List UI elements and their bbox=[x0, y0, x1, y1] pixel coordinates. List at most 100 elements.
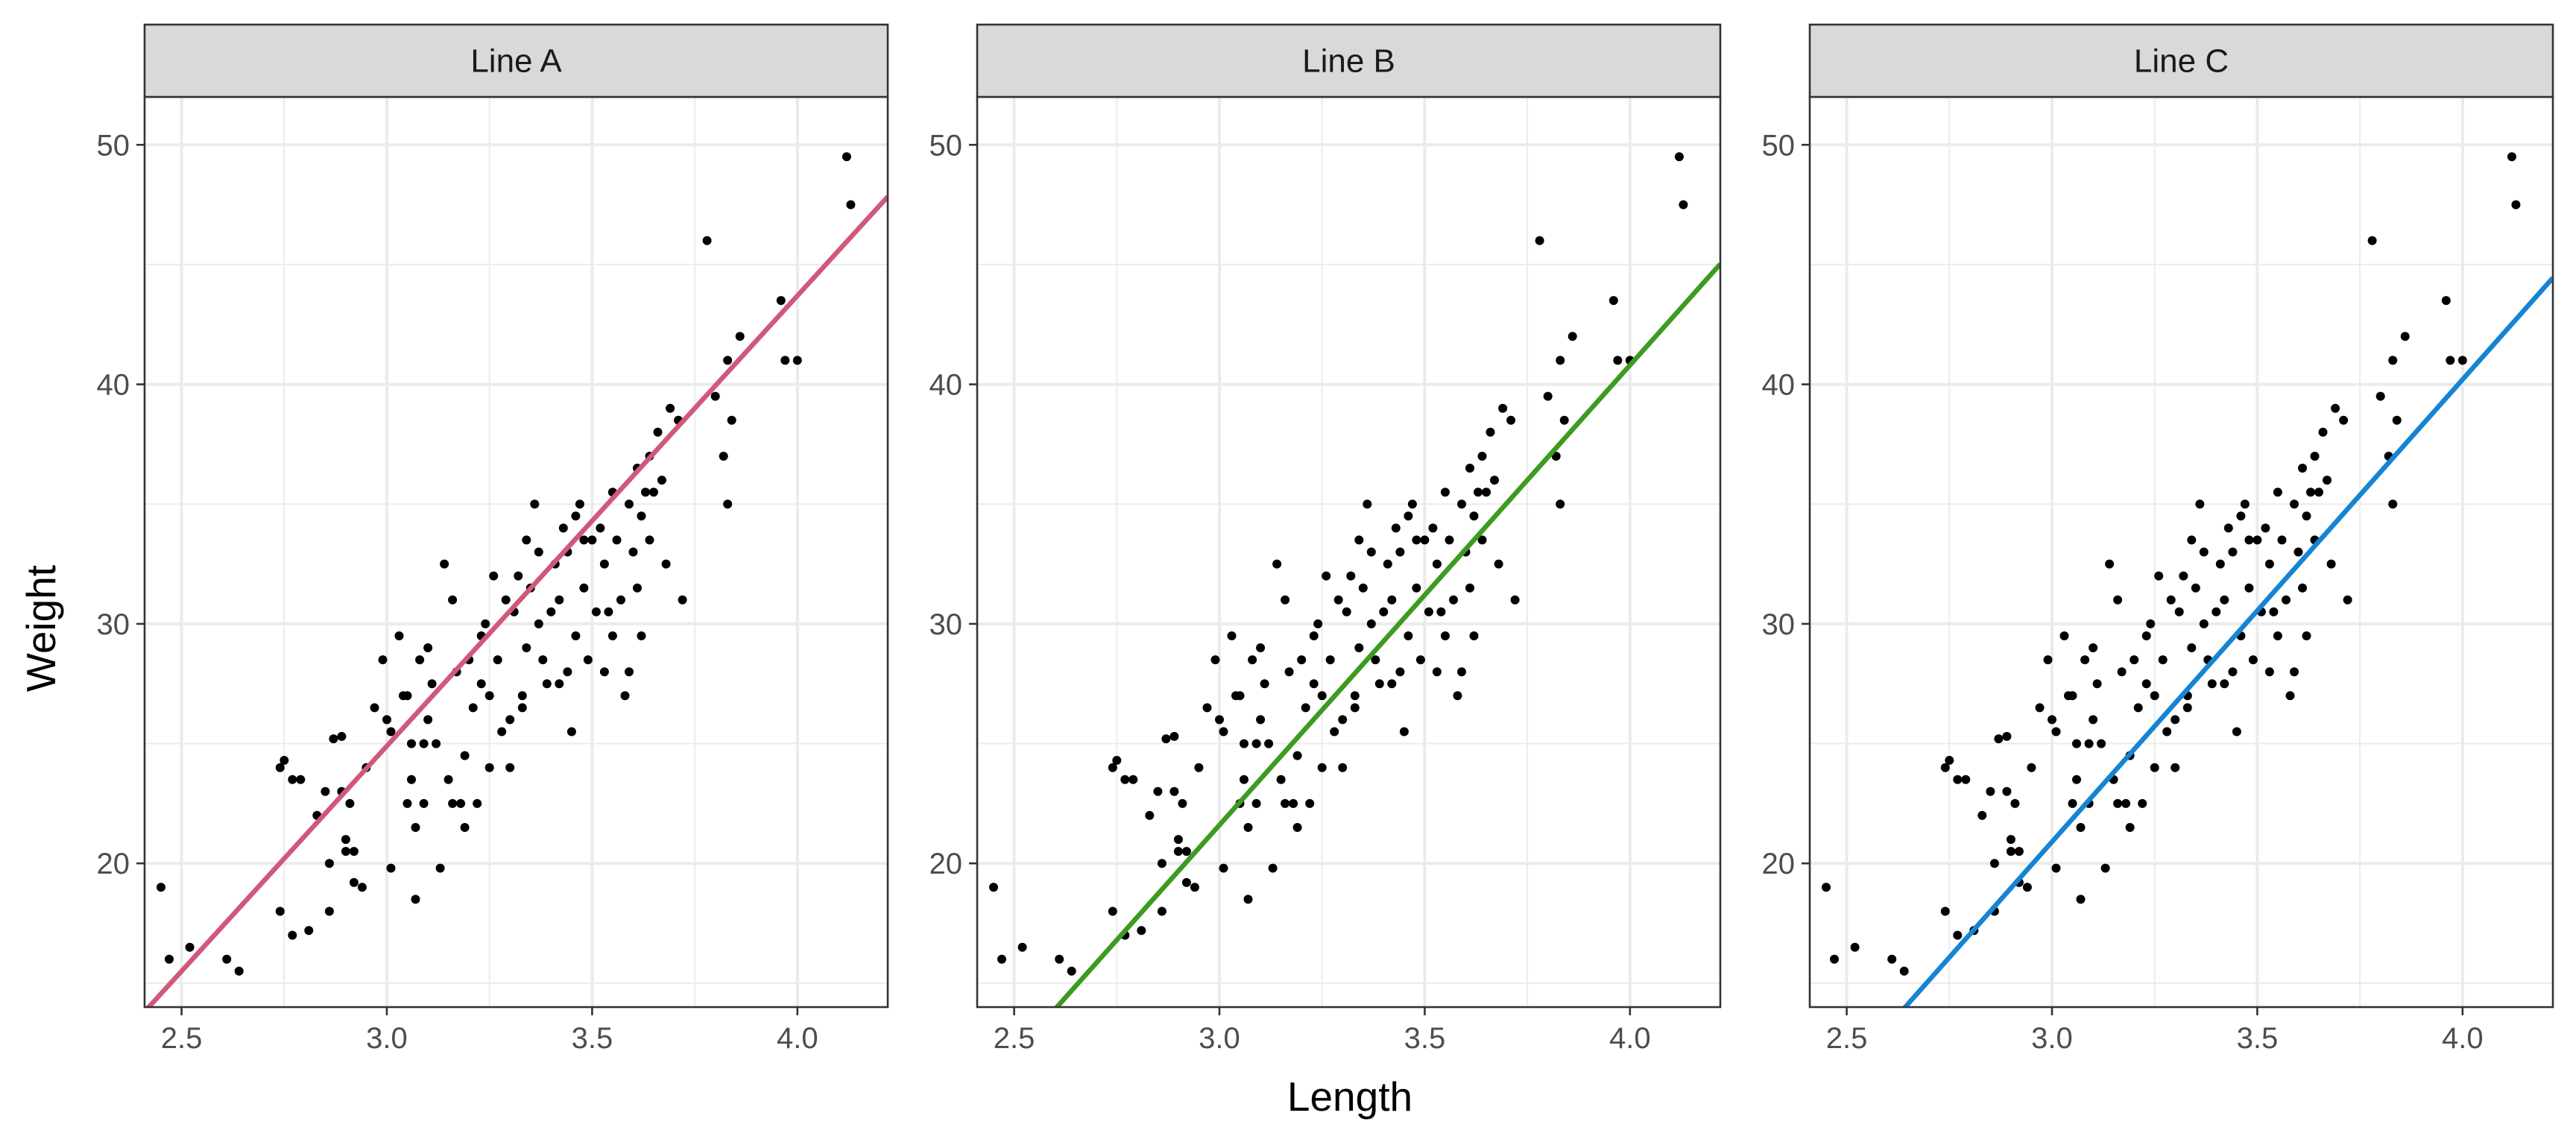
data-point bbox=[1350, 691, 1360, 701]
data-point bbox=[649, 488, 658, 497]
data-point bbox=[2261, 523, 2270, 533]
data-point bbox=[468, 703, 478, 713]
data-point bbox=[2187, 535, 2197, 545]
data-point bbox=[1128, 775, 1138, 784]
data-point bbox=[1281, 595, 1290, 605]
data-point bbox=[1178, 798, 1187, 808]
data-point bbox=[558, 523, 568, 533]
data-point bbox=[2002, 786, 2012, 796]
data-point bbox=[2014, 847, 2024, 857]
data-point bbox=[2302, 631, 2311, 640]
data-point bbox=[2220, 595, 2229, 605]
data-point bbox=[222, 954, 232, 964]
data-point bbox=[378, 655, 388, 665]
data-point bbox=[1371, 655, 1380, 665]
data-point bbox=[1407, 499, 1417, 509]
data-point bbox=[341, 847, 350, 857]
data-point bbox=[1112, 756, 1122, 765]
data-point bbox=[566, 727, 576, 736]
data-point bbox=[1169, 731, 1179, 741]
data-point bbox=[349, 847, 359, 857]
data-point bbox=[1276, 775, 1286, 784]
data-point bbox=[460, 823, 470, 832]
y-tick-label: 20 bbox=[97, 848, 130, 880]
data-point bbox=[2113, 798, 2123, 808]
data-point bbox=[185, 942, 195, 952]
data-point bbox=[1173, 847, 1183, 857]
data-point bbox=[2457, 356, 2467, 365]
data-point bbox=[2318, 427, 2328, 437]
data-point bbox=[1432, 559, 1442, 569]
data-point bbox=[1108, 763, 1117, 772]
fit-line bbox=[1053, 262, 1720, 1007]
data-point bbox=[1363, 499, 1372, 509]
data-point bbox=[157, 883, 165, 892]
data-point bbox=[2154, 571, 2164, 581]
data-point bbox=[666, 403, 675, 413]
data-point bbox=[2282, 595, 2291, 605]
data-point bbox=[645, 535, 654, 545]
data-point bbox=[1395, 547, 1405, 557]
y-tick-label: 40 bbox=[1762, 369, 1796, 402]
data-point bbox=[1194, 763, 1204, 772]
y-tick-label: 50 bbox=[97, 129, 130, 162]
data-point bbox=[530, 499, 540, 509]
data-point bbox=[723, 356, 733, 365]
data-point bbox=[1289, 798, 1298, 808]
data-point bbox=[1391, 523, 1401, 533]
data-point bbox=[1415, 655, 1425, 665]
data-point bbox=[628, 547, 638, 557]
data-point bbox=[1953, 930, 1963, 940]
data-point bbox=[1432, 667, 1442, 677]
data-point bbox=[1899, 966, 1909, 976]
data-point bbox=[2367, 236, 2377, 245]
data-point bbox=[1153, 786, 1163, 796]
data-point bbox=[493, 655, 502, 665]
data-point bbox=[1354, 535, 1364, 545]
data-point bbox=[1490, 476, 1499, 485]
data-point bbox=[1465, 464, 1474, 473]
data-point bbox=[2290, 499, 2299, 509]
data-point bbox=[1338, 715, 1348, 725]
data-point bbox=[2084, 739, 2094, 748]
data-point bbox=[1994, 734, 2004, 744]
data-point bbox=[1305, 798, 1315, 808]
y-tick-label: 40 bbox=[929, 369, 963, 402]
data-point bbox=[1317, 691, 1327, 701]
data-point bbox=[2400, 332, 2410, 341]
data-point bbox=[443, 775, 453, 784]
data-point bbox=[1342, 607, 1351, 616]
data-point bbox=[1366, 547, 1376, 557]
data-point bbox=[2171, 763, 2180, 772]
x-axis-title: Length bbox=[1287, 1073, 1412, 1120]
data-point bbox=[2121, 798, 2131, 808]
panel-background bbox=[1810, 97, 2553, 1007]
data-point bbox=[653, 427, 663, 437]
facet-strip-label: Line B bbox=[1302, 43, 1395, 80]
data-point bbox=[1067, 966, 1076, 976]
data-point bbox=[1240, 739, 1248, 748]
data-point bbox=[1395, 667, 1405, 677]
x-tick-label: 3.5 bbox=[2237, 1022, 2279, 1055]
data-point bbox=[1445, 535, 1454, 545]
data-point bbox=[1440, 488, 1450, 497]
data-point bbox=[1469, 631, 1479, 640]
data-point bbox=[1017, 942, 1027, 952]
data-point bbox=[1309, 631, 1319, 640]
y-tick-label: 20 bbox=[929, 848, 963, 880]
data-point bbox=[2290, 667, 2299, 677]
data-point bbox=[1120, 775, 1130, 784]
facet-strip bbox=[976, 23, 1722, 98]
data-point bbox=[599, 667, 609, 677]
data-point bbox=[448, 595, 458, 605]
data-point bbox=[2150, 763, 2159, 772]
data-point bbox=[1366, 619, 1376, 628]
data-point bbox=[633, 583, 642, 593]
data-point bbox=[2285, 691, 2295, 701]
data-point bbox=[1568, 332, 1577, 341]
data-point bbox=[2264, 559, 2274, 569]
data-point bbox=[2027, 763, 2036, 772]
data-point bbox=[702, 236, 712, 245]
data-point bbox=[419, 739, 429, 748]
data-point bbox=[2182, 703, 2192, 713]
